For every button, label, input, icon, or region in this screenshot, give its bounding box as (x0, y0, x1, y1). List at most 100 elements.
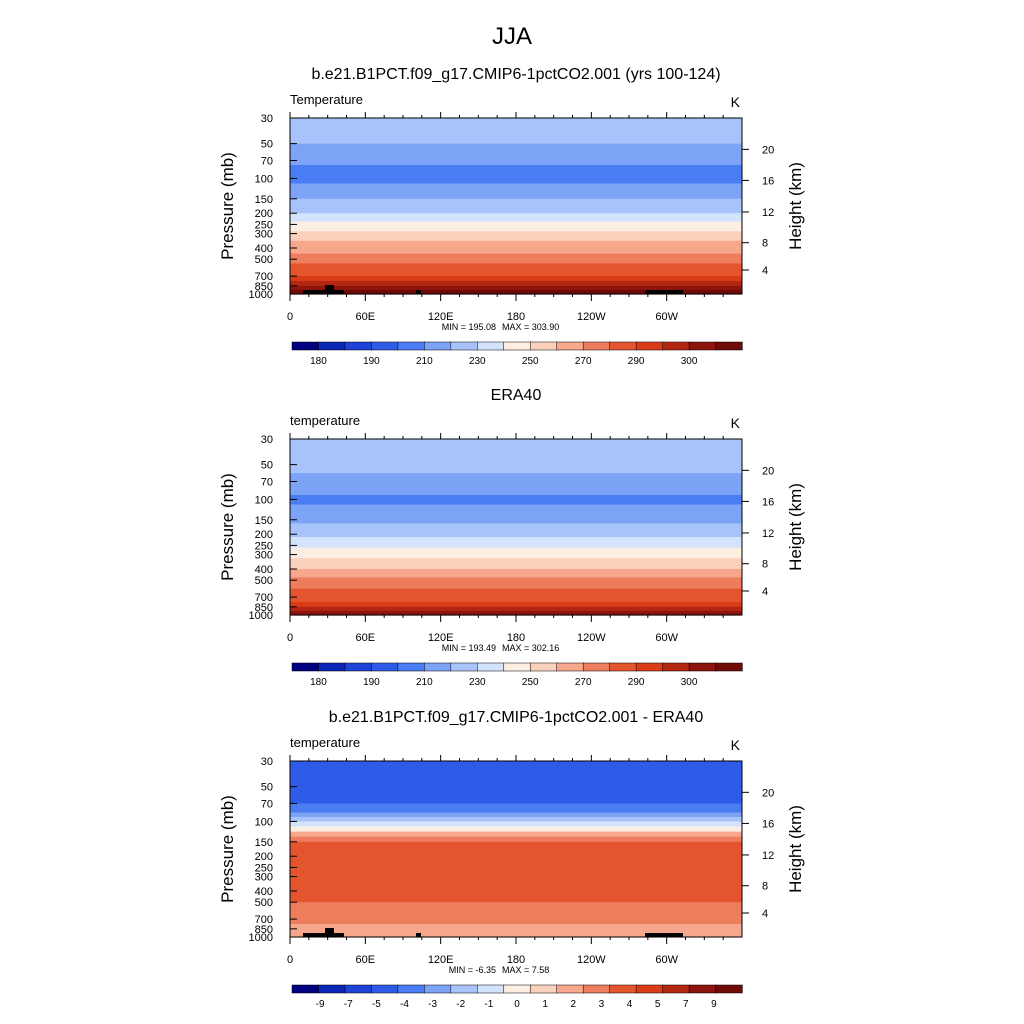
y-axis-title: Pressure (mb) (218, 152, 237, 260)
y-tick-label: 50 (261, 139, 273, 151)
y-tick-label: 30 (261, 756, 273, 768)
contour-band (290, 256, 742, 260)
x-tick-label: 60W (655, 632, 678, 644)
contour-band (290, 143, 742, 149)
contour-band (290, 906, 742, 912)
y-tick-label: 500 (255, 897, 273, 909)
y-tick-label: 850 (255, 924, 273, 936)
variable-label: Temperature (290, 92, 363, 107)
colorbar-tick-label: -5 (372, 999, 381, 1010)
x-tick-label: 120W (577, 311, 606, 323)
height-tick-label: 20 (762, 465, 774, 477)
colorbar-tick-label: -1 (484, 999, 493, 1010)
colorbar-tick-label: 270 (575, 677, 592, 688)
contour-band (290, 231, 742, 235)
y-tick-label: 70 (261, 799, 273, 811)
colorbar-swatch (344, 341, 373, 351)
colorbar-swatch (450, 984, 478, 994)
contour-band (290, 932, 742, 936)
contour-band (290, 808, 742, 814)
contour-band (290, 816, 742, 823)
colorbar-swatch (582, 662, 611, 672)
y-tick-label: 250 (255, 540, 273, 552)
contour-band (290, 849, 742, 854)
contour-band (290, 812, 742, 818)
colorbar-tick-label: 5 (655, 999, 661, 1010)
colorbar-tick-label: 190 (363, 356, 380, 367)
colorbar-swatch (582, 984, 611, 994)
topography-mask (325, 285, 334, 290)
colorbar-swatch (344, 662, 373, 672)
colorbar-swatch (477, 984, 505, 994)
colorbar-swatch (529, 984, 558, 994)
contour-band (290, 445, 742, 453)
colorbar-swatch (715, 341, 743, 351)
x-tick-label: 60E (356, 632, 376, 644)
contour-band (290, 263, 742, 269)
height-tick-label: 16 (762, 175, 774, 187)
contour-band (290, 876, 742, 881)
height-tick-label: 12 (762, 850, 774, 862)
y-tick-label: 30 (261, 434, 273, 446)
contour-band (290, 580, 742, 586)
colorbar-swatch (635, 341, 664, 351)
y-axis-title: Pressure (mb) (218, 473, 237, 581)
colorbar-swatch (371, 341, 399, 351)
contour-band (290, 923, 742, 928)
colorbar-swatch (291, 984, 320, 994)
contour-band (290, 527, 742, 532)
contour-band (290, 773, 742, 781)
colorbar-tick-label: -4 (400, 999, 409, 1010)
colorbar-swatch (318, 984, 346, 994)
max-label: MAX = 302.16 (502, 643, 559, 653)
x-tick-label: 0 (287, 632, 293, 644)
contour-band (290, 552, 742, 556)
contour-band (290, 291, 742, 295)
colorbar-tick-label: -9 (316, 999, 325, 1010)
contour-band (290, 926, 742, 930)
contour-band (290, 152, 742, 157)
contour-band (290, 561, 742, 567)
contour-band (290, 198, 742, 203)
max-label: MAX = 7.58 (502, 965, 549, 975)
y-axis-title-right: Height (km) (786, 162, 805, 250)
colorbar-swatch (688, 341, 717, 351)
contour-band (290, 836, 742, 843)
height-tick-label: 12 (762, 207, 774, 219)
contour-band (290, 160, 742, 166)
contour-band (290, 914, 742, 920)
contour-band (290, 509, 742, 516)
units-label: K (731, 415, 741, 431)
height-tick-label: 8 (762, 238, 768, 250)
contour-band (290, 599, 742, 603)
contour-band (290, 224, 742, 228)
colorbar-swatch (397, 662, 426, 672)
contour-band (290, 845, 742, 850)
colorbar-swatch (397, 341, 426, 351)
colorbar-swatch (503, 341, 531, 351)
contour-band (290, 921, 742, 925)
y-tick-label: 150 (255, 194, 273, 206)
x-tick-label: 60W (655, 954, 678, 966)
contour-band (290, 276, 742, 280)
contour-band (290, 539, 742, 544)
colorbar-swatch (662, 341, 690, 351)
y-axis-title: Pressure (mb) (218, 795, 237, 903)
contour-band (290, 280, 742, 285)
contour-band (290, 259, 742, 265)
contour-band (290, 899, 742, 903)
colorbar-tick-label: 230 (469, 677, 486, 688)
colorbar-swatch (529, 662, 558, 672)
colorbar-swatch (688, 984, 717, 994)
contour-band (290, 852, 742, 857)
contour-band (290, 250, 742, 255)
contour-band (290, 165, 742, 171)
colorbar-tick-label: 250 (522, 677, 539, 688)
contour-band (290, 786, 742, 792)
min-label: MIN = 195.08 (442, 322, 496, 332)
contour-band (290, 547, 742, 551)
topography-mask (645, 933, 683, 937)
x-tick-label: 180 (507, 632, 525, 644)
contour-band (290, 486, 742, 492)
topography-mask (326, 933, 344, 937)
